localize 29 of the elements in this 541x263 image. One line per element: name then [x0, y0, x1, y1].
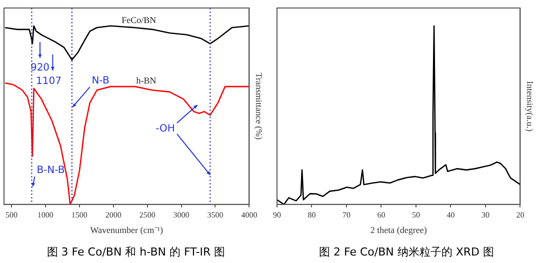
x-tick-label: 1000 — [37, 210, 54, 220]
series-label: FeCo/BN — [122, 14, 157, 25]
text: 图 2 Fe Co/BN 纳米粒子的 XRD 图 — [318, 245, 494, 258]
annotation: N-B — [92, 76, 110, 87]
y-axis-title: Intensity(a.u.) — [525, 80, 536, 132]
annotation: B-N-B — [36, 165, 65, 176]
annotation: -OH — [156, 124, 175, 135]
x-tick-label: 20 — [516, 210, 524, 220]
x-tick-label: 3000 — [173, 210, 190, 220]
x-tick-label: 30 — [481, 210, 490, 220]
x-tick-label: 4000 — [241, 210, 258, 220]
annotation: 1107 — [36, 76, 62, 88]
x-tick-label: 40 — [446, 210, 455, 220]
x-tick-label: 80 — [308, 210, 316, 220]
series-label: h-BN — [136, 76, 157, 86]
x-tick-label: 2000 — [105, 210, 122, 220]
x-tick-label: 70 — [342, 210, 350, 220]
x-tick-label: 50 — [412, 210, 420, 220]
x-axis-title: Wavenumber (cm⁻¹) — [90, 224, 163, 235]
x-tick-label: 2500 — [139, 210, 156, 220]
x-tick-label: 1500 — [71, 210, 88, 220]
x-tick-label: 3500 — [207, 210, 224, 220]
x-axis-title: 2 theta (degree) — [370, 224, 427, 235]
text: 图 3 Fe Co/BN 和 h-BN 的 FT-IR 图 — [46, 245, 226, 258]
x-tick-label: 90 — [273, 210, 281, 220]
x-tick-label: 60 — [377, 210, 386, 220]
x-tick-label: 500 — [5, 210, 18, 220]
y-axis-title: Transmittance (%) — [254, 72, 264, 140]
annotation: 920 — [30, 62, 50, 74]
